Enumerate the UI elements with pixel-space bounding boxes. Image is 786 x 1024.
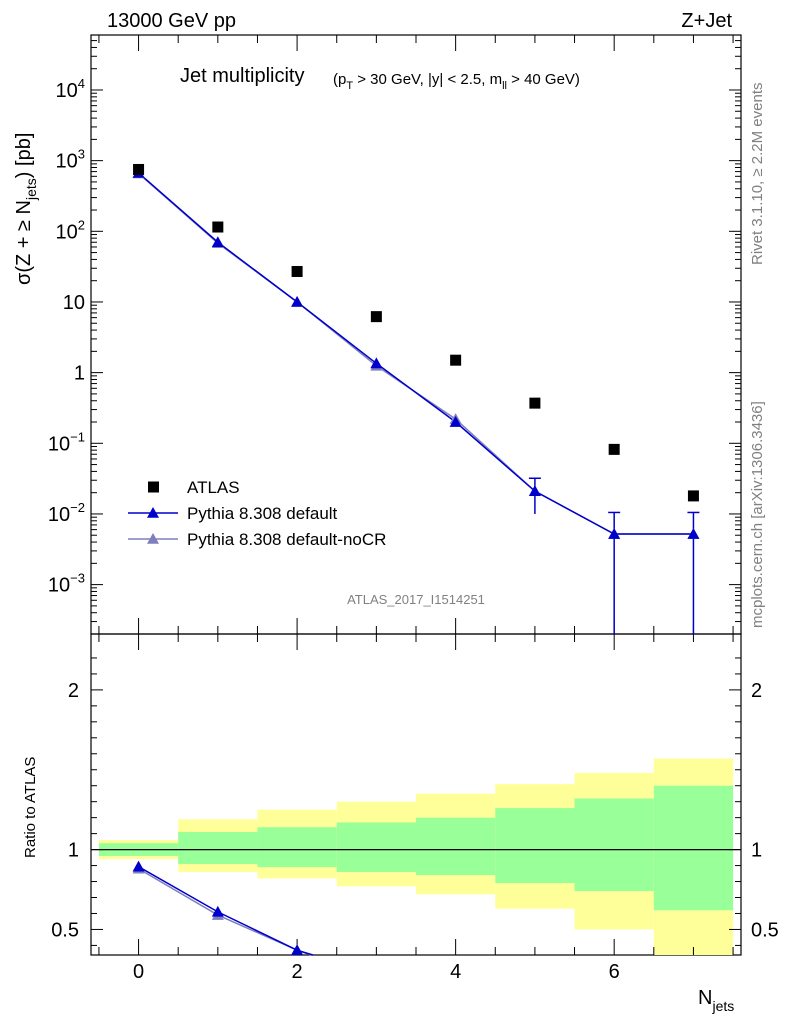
ratio-y-tick-label-right: 0.5 (751, 919, 779, 941)
ratio-y-tick-label-right: 2 (751, 680, 762, 702)
atlas-point (370, 311, 382, 323)
x-tick-label: 0 (133, 961, 144, 983)
legend-default-marker (147, 507, 159, 518)
axis-ticks (91, 34, 741, 955)
y-tick-label: 10 (63, 292, 85, 314)
atlas-point (608, 443, 620, 455)
legend-label: Pythia 8.308 default (187, 504, 338, 523)
atlas-point (212, 221, 224, 233)
default-ratio-line (138, 866, 314, 956)
default-point (528, 485, 541, 496)
chart-title: Jet multiplicity (180, 65, 304, 87)
ratio-y-tick-label: 0.5 (51, 919, 79, 941)
legend-atlas-marker (148, 481, 159, 493)
legend-label: ATLAS (187, 478, 240, 497)
y-tick-label: 104 (56, 76, 85, 102)
x-axis-label: Njets (698, 987, 734, 1014)
default-point (291, 295, 304, 307)
inner-band-bin (178, 832, 258, 864)
default-ratio-point (211, 905, 224, 917)
ratio-y-tick-label: 2 (68, 680, 79, 702)
atlas-point (450, 354, 462, 366)
y-tick-label: 103 (56, 147, 85, 173)
y-tick-label: 10−2 (48, 500, 85, 526)
rivet-label: Rivet 3.1.10, ≥ 2.2M events (749, 83, 766, 266)
x-tick-label: 4 (450, 961, 461, 983)
y-tick-label: 1 (74, 363, 85, 385)
default-point (608, 528, 621, 539)
atlas-point (687, 490, 699, 502)
y-tick-label: 102 (56, 217, 85, 243)
header-left: 13000 GeV pp (107, 10, 236, 32)
atlas-point (133, 163, 145, 175)
x-tick-label: 2 (292, 961, 303, 983)
atlas-point (291, 265, 303, 277)
x-tick-label: 6 (609, 961, 620, 983)
uncertainty-bands (98, 758, 734, 955)
inner-band-bin (336, 822, 416, 872)
legend-noCR-marker (147, 533, 159, 544)
header-right: Z+Jet (681, 10, 732, 32)
inner-band-bin (495, 808, 575, 884)
mcplots-label: mcplots.cern.ch [arXiv:1306.3436] (749, 401, 766, 628)
inner-band-bin (257, 827, 337, 868)
ratio-y-tick-label: 1 (68, 840, 79, 862)
analysis-id: ATLAS_2017_I1514251 (347, 592, 485, 607)
default-point (370, 357, 383, 369)
y-tick-label: 10−1 (48, 429, 85, 455)
legend-label: Pythia 8.308 default-noCR (187, 530, 386, 549)
default-point (211, 236, 224, 248)
atlas-point (529, 397, 541, 409)
default-ratio-point (132, 860, 145, 872)
ratio-y-tick-label-right: 1 (751, 840, 762, 862)
y-axis-label: σ(Z + ≥ Njets) [pb] (13, 133, 39, 285)
inner-band-bin (416, 817, 496, 876)
default-point (449, 416, 462, 427)
data-marks (128, 163, 700, 956)
default-line (138, 172, 694, 535)
ratio-y-axis-label: Ratio to ATLAS (22, 757, 39, 858)
inner-band-bin (653, 785, 734, 911)
default-point (687, 528, 700, 539)
y-tick-label: 10−3 (48, 571, 85, 597)
default-ratio-point (291, 944, 304, 956)
inner-band-bin (574, 798, 654, 892)
chart-title-cuts: (pT > 30 GeV, |y| < 2.5, mll > 40 GeV) (333, 71, 580, 92)
